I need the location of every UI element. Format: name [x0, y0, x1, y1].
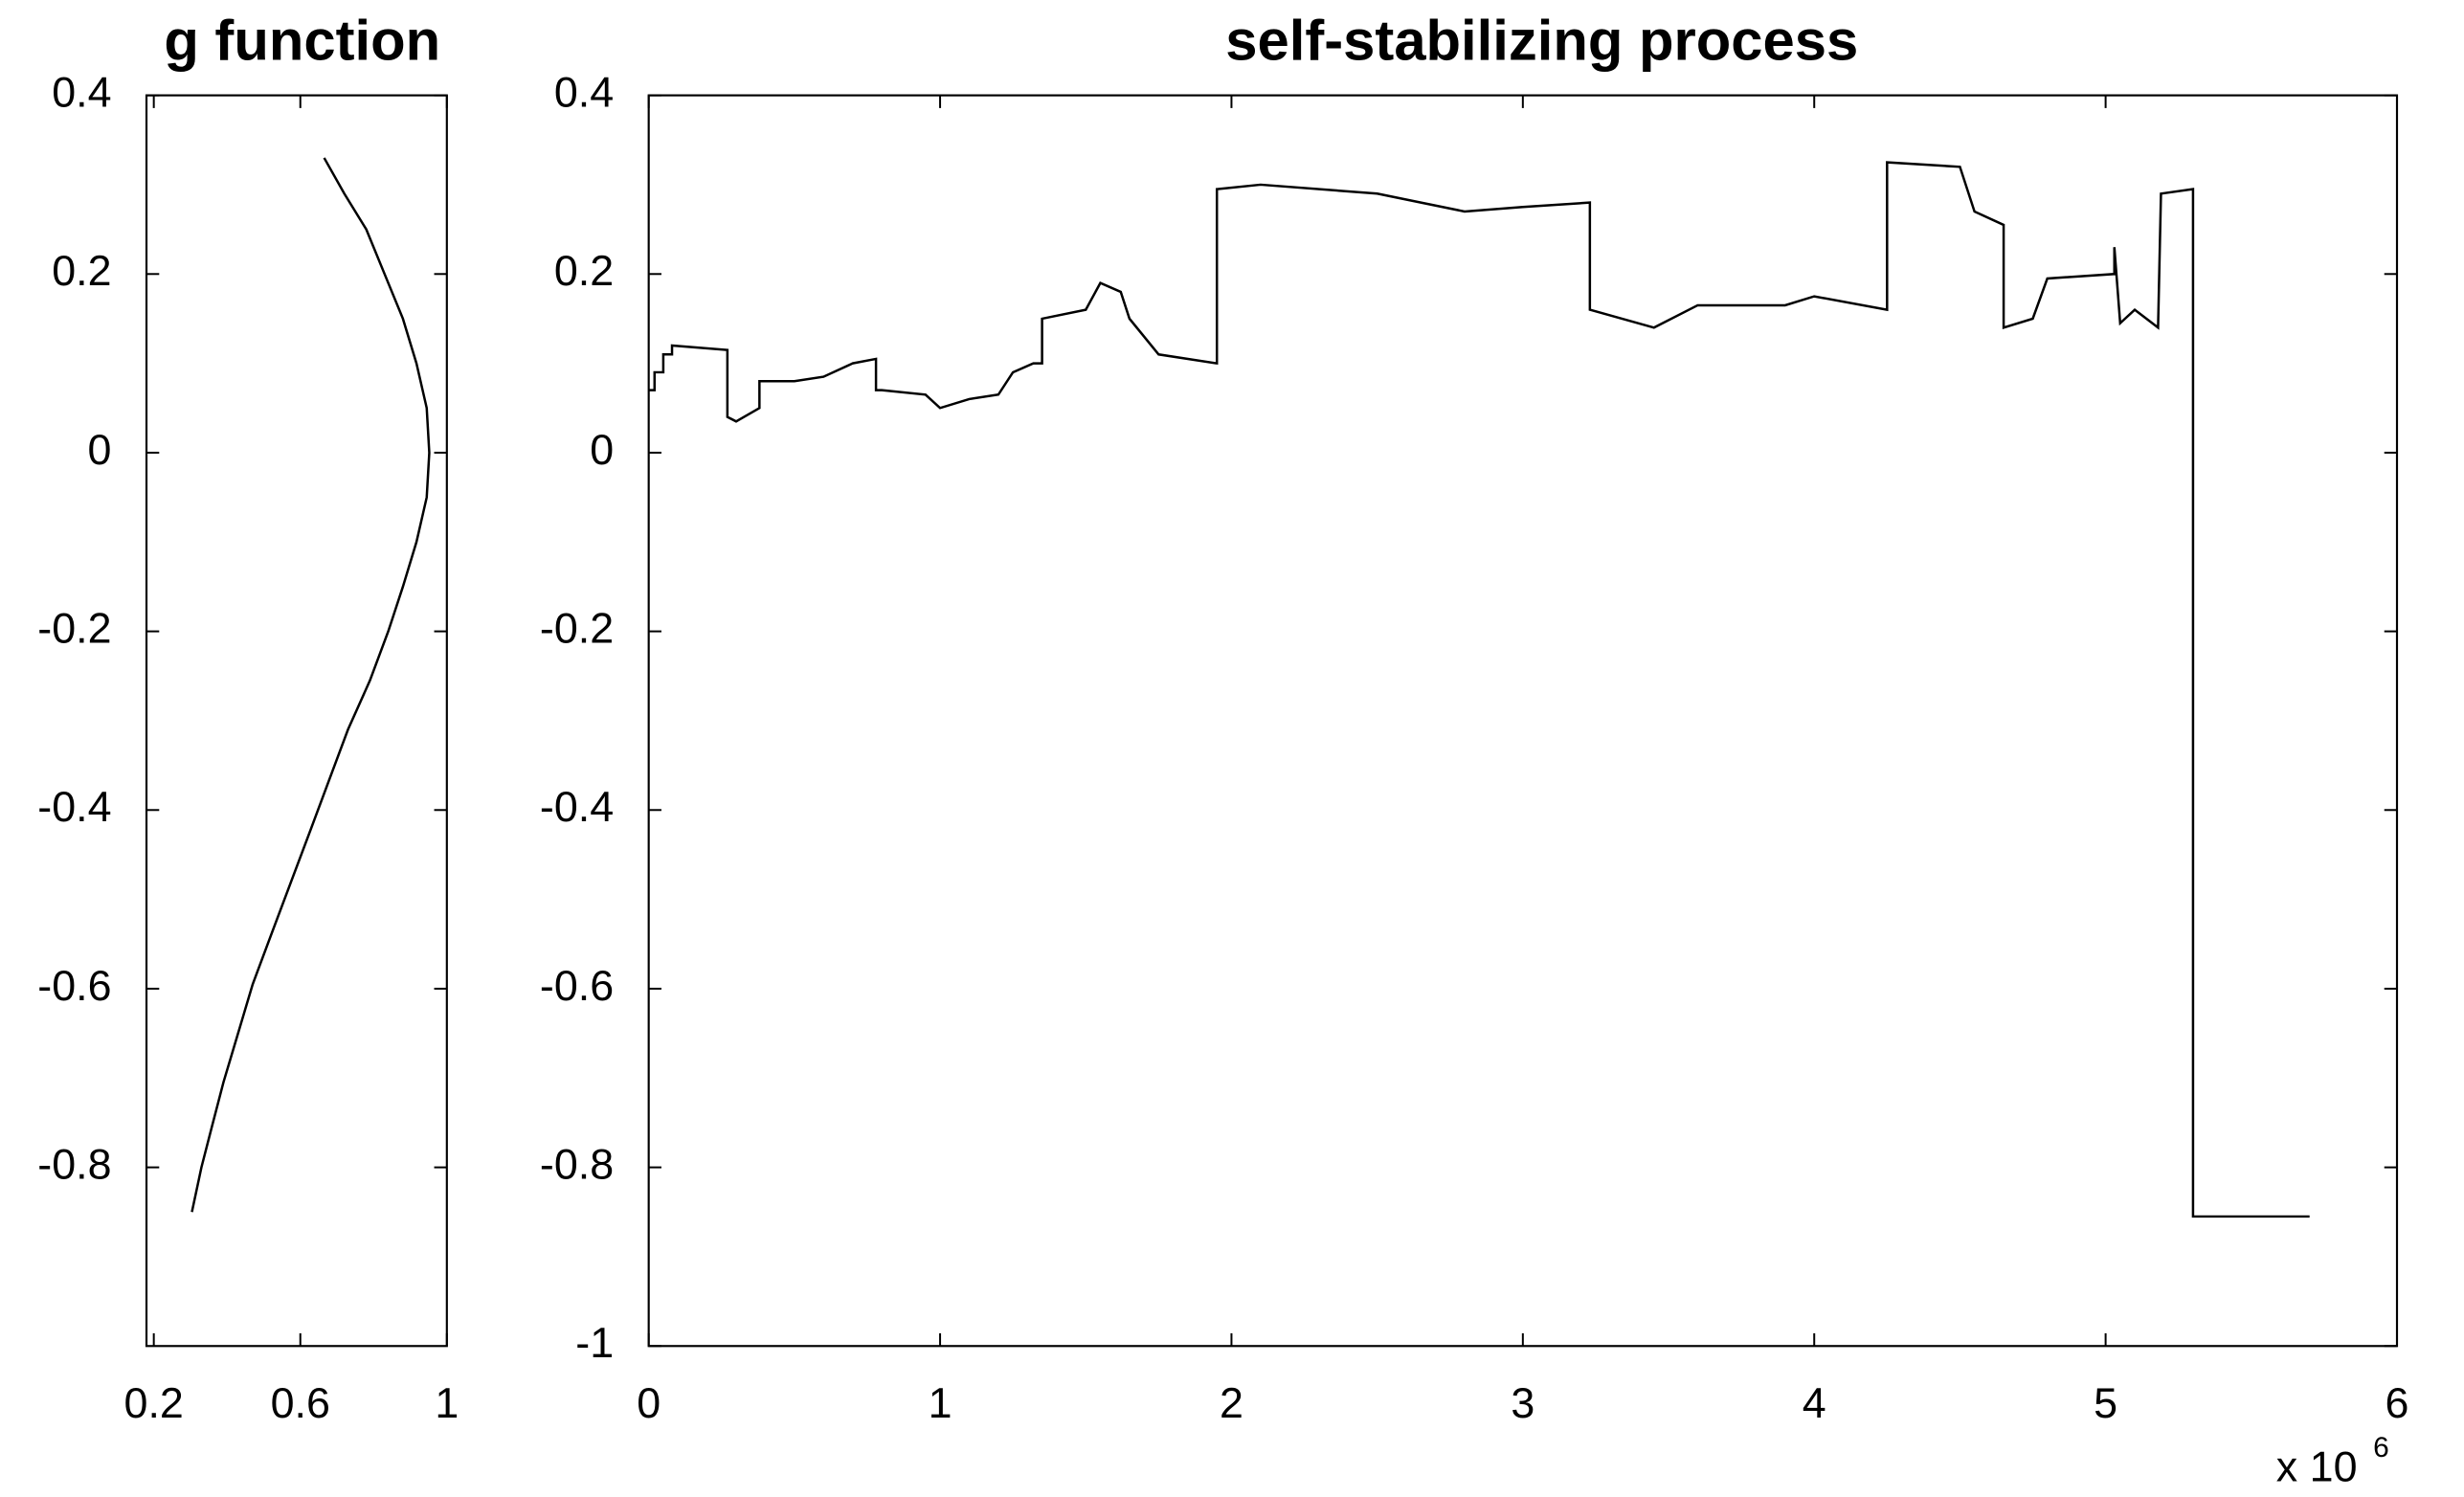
y-tick-label: 0.2 [52, 247, 111, 295]
x-tick-label: 3 [1511, 1379, 1534, 1427]
y-tick-label: 0.4 [554, 68, 614, 116]
x-tick-label: 1 [435, 1379, 459, 1427]
y-tick-label: -0.6 [37, 962, 111, 1010]
x-exponent: 6 [2373, 1432, 2389, 1463]
x-tick-label: 0.6 [271, 1379, 330, 1427]
plot-frame [145, 94, 448, 1348]
x-tick-label: 4 [1803, 1379, 1826, 1427]
plot-frame [647, 94, 2399, 1348]
chart-title: self-stabilizing process [1225, 8, 1858, 72]
y-tick-label: -1 [575, 1319, 614, 1367]
y-tick-label: -0.2 [540, 604, 614, 652]
x-tick-label: 2 [1220, 1379, 1243, 1427]
x-tick-label: 5 [2094, 1379, 2117, 1427]
y-tick-label: -0.8 [540, 1140, 614, 1188]
x-tick-label: 6 [2386, 1379, 2409, 1427]
x-tick-label: 0 [637, 1379, 661, 1427]
y-tick-label: 0.4 [52, 68, 111, 116]
y-tick-label: -0.8 [37, 1140, 111, 1188]
y-tick-label: 0 [88, 426, 112, 474]
x-tick-label: 1 [929, 1379, 952, 1427]
x-multiplier: x 10 [2276, 1443, 2358, 1491]
y-tick-label: 0.2 [554, 247, 614, 295]
y-tick-label: -0.4 [540, 783, 614, 831]
y-tick-label: -0.6 [540, 962, 614, 1010]
chart-title: g function [164, 8, 440, 72]
x-tick-label: 0.2 [124, 1379, 184, 1427]
data-line [648, 161, 2310, 1218]
y-tick-label: 0 [590, 426, 614, 474]
y-tick-label: -0.2 [37, 604, 111, 652]
data-line [190, 157, 431, 1213]
y-tick-label: -0.4 [37, 783, 111, 831]
